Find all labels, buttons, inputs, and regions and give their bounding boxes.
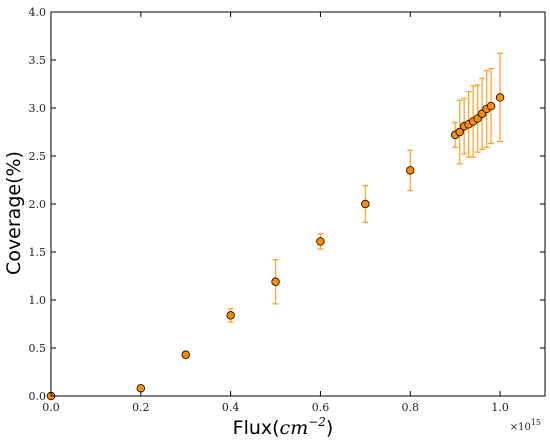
y-tick-label: 1.5 [29,246,47,259]
plot-frame [50,11,546,397]
data-point [181,350,190,359]
x-axis-title-prefix: Flux( [233,417,280,439]
data-point [136,384,146,393]
y-tick-label: 4.0 [29,6,47,19]
data-point [361,199,370,209]
x-tick-label: 0.6 [312,401,330,414]
y-tick-label: 3.5 [29,54,47,67]
data-point [486,101,496,111]
data-point [455,127,464,137]
y-tick-label: 2.0 [29,198,47,211]
x-axis-multiplier-base: ×10 [510,422,531,433]
data-point [316,237,325,246]
point-layer [46,93,505,401]
x-tick-label: 1.0 [491,401,509,414]
y-axis-title: Coverage(%) [3,151,25,275]
x-tick-label: 0.2 [132,401,150,414]
y-tick-label: 0.5 [29,342,47,355]
data-point [495,93,505,102]
x-axis-title-suffix: ) [326,417,333,439]
x-tick-label: 0.4 [222,401,240,414]
x-axis-title-exponent: −2 [308,415,326,429]
x-axis-multiplier-exponent: 15 [531,418,541,427]
x-axis-multiplier: ×1015 [510,418,541,433]
tick-label-layer: 0.0 0.2 0.4 0.6 0.8 1.0 0.0 0.5 1.0 1.5 2.0 2.5 3.0 3… [29,6,509,414]
y-tick-label: 0.0 [29,390,47,403]
x-axis-title: Flux(cm−2) [233,415,334,439]
data-point [226,311,235,320]
x-tick-label: 0.8 [402,401,420,414]
data-point [271,277,280,286]
y-tick-label: 2.5 [29,150,47,163]
x-axis-title-math: cm [280,417,309,439]
tick-layer [50,11,545,397]
y-tick-label: 3.0 [29,102,47,115]
data-point [406,166,415,175]
y-tick-label: 1.0 [29,294,47,307]
x-tick-label: 0.0 [42,401,60,414]
